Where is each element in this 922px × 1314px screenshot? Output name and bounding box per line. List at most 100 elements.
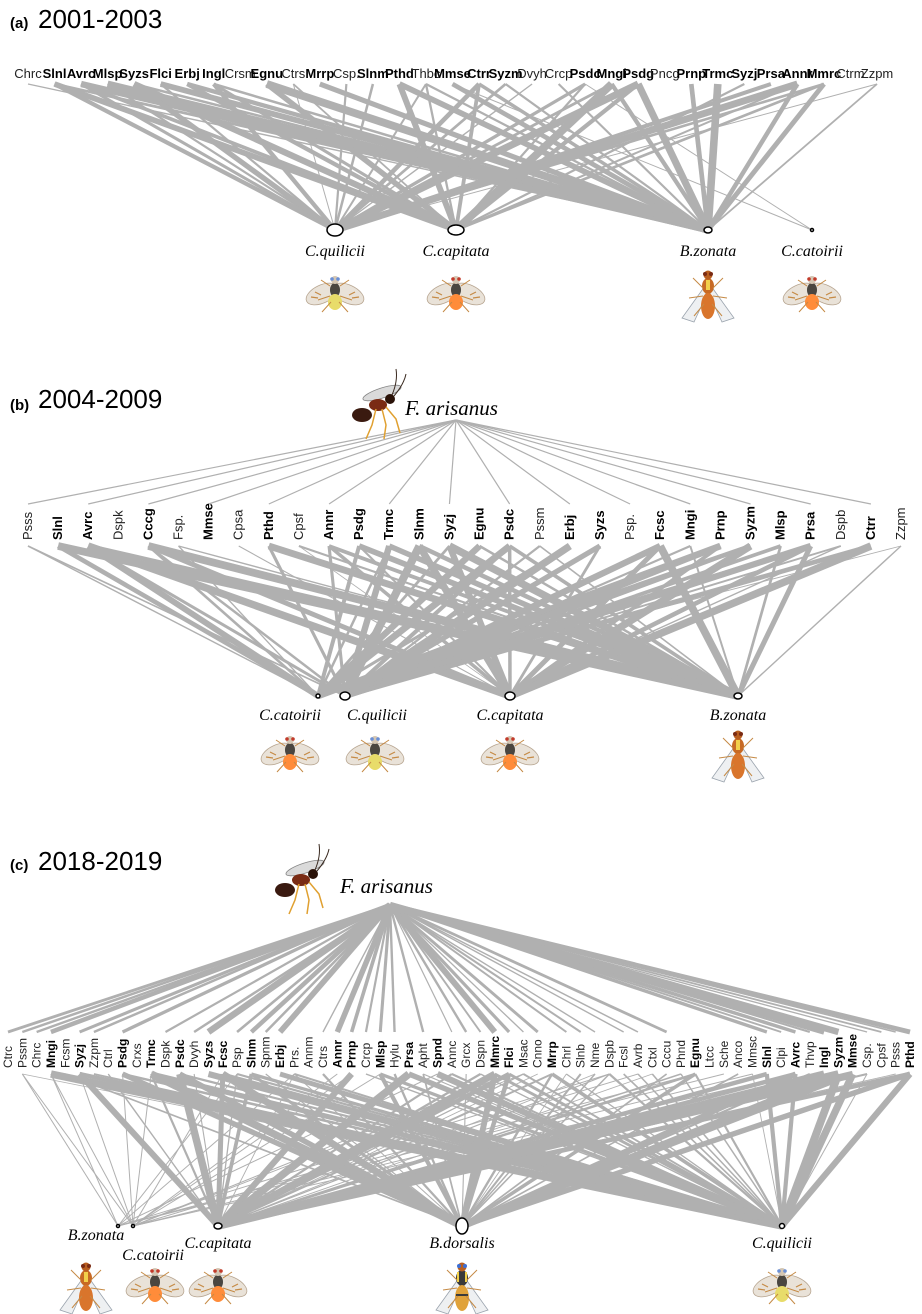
plant-fly-link	[147, 543, 511, 699]
plant-fly-link	[21, 1073, 119, 1227]
plant-fly-link	[551, 1072, 783, 1228]
parasitoid-link	[389, 904, 624, 1033]
plant-label: Thbc	[412, 66, 441, 81]
plant-label: Slnl	[760, 1046, 774, 1068]
fly-node	[778, 1222, 786, 1230]
plant-label: Psdc	[570, 66, 601, 81]
fly-label: B.zonata	[68, 1227, 124, 1244]
plant-fly-link	[316, 545, 362, 697]
fly-label: C.catoirii	[259, 707, 321, 724]
fly-label: C.quilicii	[305, 243, 365, 260]
plant-fly-link	[781, 1073, 868, 1227]
parasitoid-link	[389, 903, 668, 1034]
plant-fly-link	[117, 1073, 696, 1227]
panel-label: (c)	[10, 857, 28, 874]
plant-label: Prnp	[345, 1041, 359, 1068]
panel-1: (b) 2004-2009 Psss Slnl Avrc Dspk Cccg Fsp. Mmse…	[10, 368, 908, 783]
plant-label: Prnp	[712, 510, 727, 540]
plant-label: Fcsc	[216, 1040, 230, 1068]
plant-label: Crsm	[225, 66, 256, 81]
plant-label: Ctrr	[467, 66, 491, 81]
plant-label: Grcx	[459, 1043, 473, 1068]
fly-label: C.quilicii	[752, 1235, 812, 1252]
plant-label: Ctxl	[645, 1047, 659, 1068]
parasitoid-link	[389, 904, 567, 1033]
plant-label: Pthd	[903, 1041, 917, 1068]
plant-label: Mmse	[846, 1034, 860, 1068]
plant-label: Avrc	[788, 1041, 802, 1068]
parasitoid-link	[277, 903, 393, 1034]
parasitoid-link	[389, 904, 639, 1033]
fly-label: C.catoirii	[781, 243, 843, 260]
plant-label: Psss	[20, 511, 35, 540]
parasitoid-link	[249, 903, 392, 1034]
plant-label: Ingl	[202, 66, 225, 81]
plant-label: Psdc	[502, 509, 517, 540]
plant-fly-link	[217, 1073, 524, 1227]
fly-node	[339, 691, 351, 701]
parasitoid-wasp-icon	[351, 368, 407, 440]
plant-label: Avrb	[631, 1043, 645, 1068]
plant-fly-link	[217, 1073, 610, 1227]
plant-label: Mngi	[597, 66, 627, 81]
parasitoid-link	[388, 903, 511, 1034]
plant-fly-link	[132, 1073, 352, 1227]
plant-label: Zzpm	[893, 508, 908, 541]
plant-label: Prsa	[803, 511, 818, 540]
plant-fly-link	[334, 83, 427, 231]
plant-fly-link	[86, 543, 320, 699]
plant-fly-link	[150, 1073, 220, 1227]
plant-label: Annr	[321, 510, 336, 540]
parasitoid-link	[388, 904, 396, 1033]
plant-fly-link	[178, 545, 319, 697]
plant-fly-link	[215, 1071, 354, 1229]
plant-fly-link	[132, 1073, 796, 1227]
plant-label: Avrc	[80, 512, 95, 540]
fruit-fly-icon	[477, 735, 543, 773]
plant-fly-link	[315, 543, 512, 699]
plant-label: Egnu	[472, 507, 487, 540]
panel-title: 2004-2009	[38, 384, 162, 414]
links	[27, 419, 902, 700]
plant-fly-link	[64, 1073, 463, 1227]
plant-label: Chrc	[14, 66, 42, 81]
parasitoid-link	[389, 904, 524, 1033]
plant-fly-link	[50, 1073, 134, 1227]
plant-label: Mlsp	[93, 66, 123, 81]
plant-label: Ctrc	[1, 1046, 15, 1068]
plant-label: Cnno	[531, 1039, 545, 1068]
plant-label: Cccg	[140, 508, 155, 540]
plant-label: Slnm	[411, 508, 426, 540]
plant-label: Annc	[445, 1041, 459, 1068]
plant-label: Msac	[516, 1039, 530, 1068]
plant-label: Sche	[717, 1040, 731, 1068]
plant-fly-link	[215, 1071, 412, 1229]
plant-label: Trmc	[381, 509, 396, 540]
plant-label: Ctrr	[863, 516, 878, 540]
plant-fly-link	[147, 545, 346, 697]
plant-label: Dvyh	[187, 1041, 201, 1068]
plant-fly-link	[508, 542, 873, 700]
fruit-fly-icon	[59, 1262, 113, 1314]
plant-fly-link	[159, 83, 336, 231]
parasitoid-link	[208, 419, 457, 505]
plant-fly-link	[292, 83, 336, 231]
parasitoid-link	[455, 419, 571, 505]
fruit-fly-icon	[779, 275, 845, 313]
plant-label: Psdg	[622, 66, 654, 81]
plant-label: Csp.	[860, 1043, 874, 1068]
parasitoid-link	[268, 419, 457, 505]
fruit-fly-icon	[122, 1267, 188, 1305]
plant-label: Cccu	[660, 1041, 674, 1068]
plant-fly-link	[735, 544, 813, 698]
parasitoid-label: F. arisanus	[404, 396, 498, 420]
plant-label: Trmc	[144, 1039, 158, 1068]
plant-fly-link	[117, 1073, 295, 1227]
plant-fly-link	[334, 82, 586, 232]
plant-label: Cpsa	[231, 509, 246, 540]
plant-fly-link	[461, 1072, 697, 1228]
plant-label: Psdg	[116, 1039, 130, 1068]
plant-label: Chrl	[559, 1046, 573, 1068]
plant-label: Hylu	[388, 1044, 402, 1068]
